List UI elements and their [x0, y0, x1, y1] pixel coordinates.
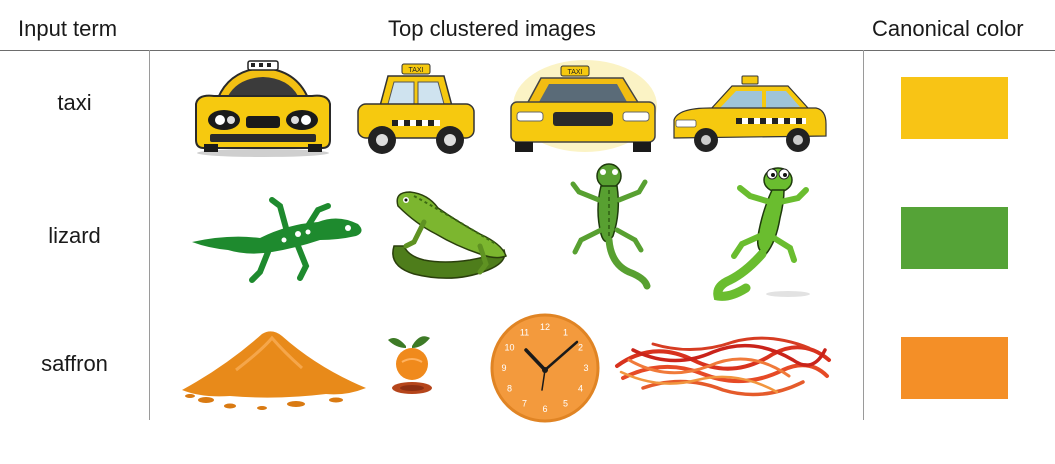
clock-numeral: 5 [563, 399, 568, 409]
clock-numeral: 8 [507, 384, 512, 394]
column-divider-right [863, 50, 864, 420]
clock-numeral: 3 [583, 363, 588, 373]
gecko-silhouette-icon [192, 197, 362, 283]
clock-numeral: 11 [520, 328, 529, 338]
clock-numeral: 12 [540, 322, 550, 332]
input-term-taxi: taxi [57, 90, 92, 115]
cartoon-lizard-icon [713, 167, 810, 301]
column-divider-left [149, 50, 150, 420]
clock-numeral: 10 [504, 343, 514, 353]
taxi-sedan-icon: TAXI [510, 60, 657, 152]
saffron-threads-icon [615, 336, 831, 397]
saffron-fruit-icon [388, 336, 432, 394]
color-swatch-taxi [901, 77, 1008, 139]
input-term-saffron: saffron [41, 351, 108, 376]
gecko-top-view-icon [570, 163, 651, 290]
iguana-icon [392, 191, 507, 279]
taxi-three-quarter-icon [673, 75, 827, 152]
saffron-powder-pile-icon [182, 331, 366, 410]
svg-text:TAXI: TAXI [567, 69, 582, 76]
color-swatch-lizard [901, 207, 1008, 269]
taxi-front-icon [195, 60, 331, 157]
input-term-lizard: lizard [48, 223, 101, 248]
clock-numeral: 9 [501, 363, 506, 373]
clock-numeral: 4 [578, 384, 583, 394]
column-header-canonical-color: Canonical color [872, 16, 1024, 41]
clock-numeral: 6 [542, 404, 547, 414]
clock-numeral: 2 [578, 343, 583, 353]
column-header-top-images: Top clustered images [388, 16, 596, 41]
svg-text:TAXI: TAXI [408, 67, 423, 74]
clock-numeral: 1 [563, 328, 568, 338]
header-divider [0, 50, 1055, 51]
clock-numeral: 7 [522, 399, 527, 409]
column-header-input-term: Input term [18, 16, 118, 41]
taxi-side-cartoon-icon: TAXI [357, 63, 475, 154]
color-swatch-saffron [901, 337, 1008, 399]
